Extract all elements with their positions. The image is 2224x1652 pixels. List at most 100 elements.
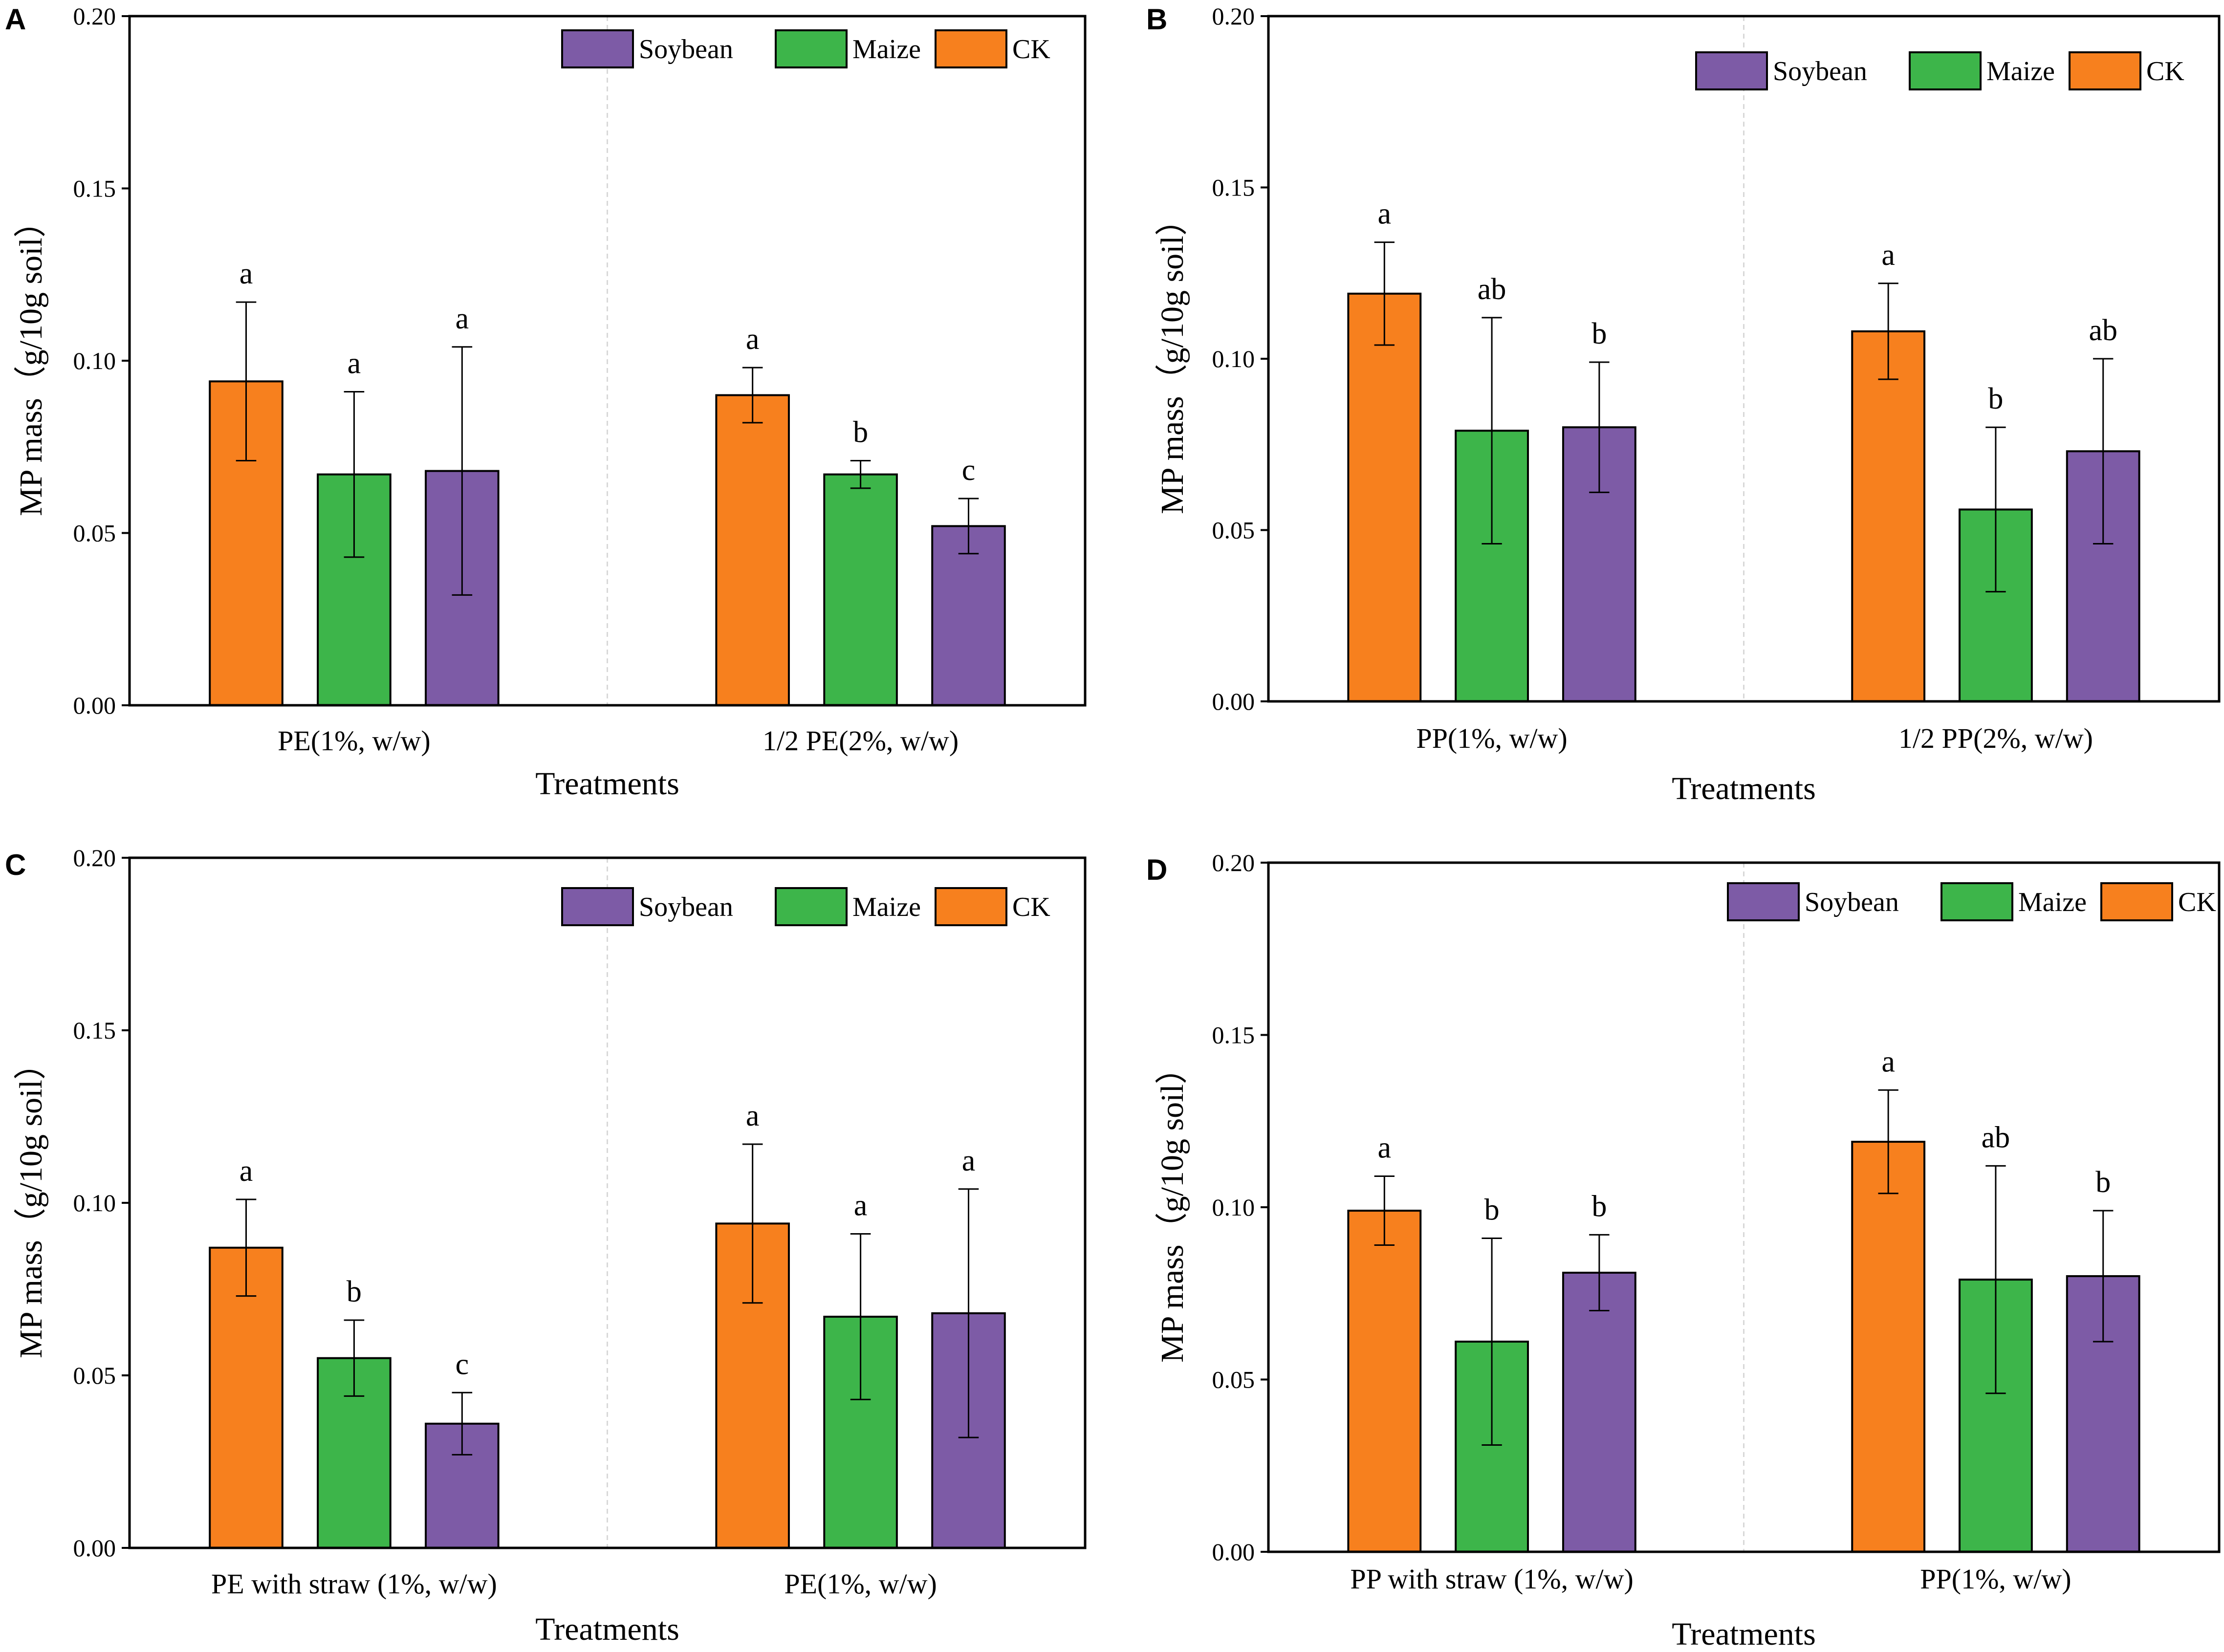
bar-ck: [209, 1246, 283, 1549]
significance-letter: c: [962, 454, 976, 487]
y-tick-label: 0.15: [1212, 1022, 1255, 1049]
x-category-label: PP(1%, w/w): [1416, 722, 1567, 754]
legend-label: Soybean: [639, 892, 733, 922]
y-tick-label: 0.20: [1212, 849, 1255, 876]
bar-maize: [1959, 1279, 2033, 1553]
y-tick-label: 0.15: [73, 1017, 116, 1044]
y-axis-title: MP mass（g/10g soil）: [1155, 203, 1190, 514]
y-tick-label: 0.20: [1212, 2, 1255, 30]
y-axis-title: MP mass（g/10g soil）: [13, 205, 49, 516]
legend-swatch-ck: [935, 887, 1007, 926]
panel-label: C: [5, 848, 26, 881]
panel-b: B 0.00 0.05 0.10 0.15 0.20 MP mass（g/10g soil）…: [1146, 2, 2221, 806]
x-category-label: PE with straw (1%, w/w): [211, 1568, 497, 1600]
legend-label: Maize: [2018, 887, 2087, 917]
significance-letter: ab: [2089, 314, 2117, 347]
significance-letter: b: [853, 415, 868, 449]
bar-maize: [823, 473, 898, 707]
y-tick-label: 0.15: [1212, 174, 1255, 201]
x-axis-title: Treatments: [535, 766, 679, 802]
significance-letter: a: [746, 323, 760, 356]
y-tick-label: 0.10: [1212, 1194, 1255, 1221]
panel-label: A: [5, 3, 26, 36]
significance-letter: b: [1592, 317, 1607, 350]
legend-swatch-ck: [935, 29, 1007, 68]
y-tick-label: 0.00: [1212, 688, 1255, 715]
legend-swatch-maize: [1909, 51, 1982, 90]
legend: Soybean Maize CK: [1695, 51, 2184, 90]
significance-letter: b: [1988, 382, 2003, 415]
plot-frame: [128, 15, 1087, 707]
legend-label: Soybean: [1805, 887, 1899, 917]
legend-label: CK: [2178, 887, 2216, 917]
legend-swatch-maize: [775, 887, 848, 926]
legend-swatch-soybean: [561, 887, 634, 926]
y-tick-label: 0.05: [1212, 1366, 1255, 1393]
significance-letter: a: [1881, 239, 1895, 272]
y-tick-label: 0.10: [1212, 345, 1255, 372]
significance-letter: a: [348, 347, 361, 380]
panel-d: D 0.00 0.05 0.10 0.15 0.20 MP mass（g/10g soil）…: [1146, 849, 2221, 1652]
y-tick-label: 0.10: [73, 1189, 116, 1217]
bar-soybean: [1562, 1271, 1636, 1553]
significance-letter: a: [456, 302, 469, 335]
legend-label: Soybean: [1773, 56, 1867, 87]
plot-frame: [128, 856, 1087, 1549]
significance-letter: b: [1592, 1190, 1607, 1223]
x-category-label: PE(1%, w/w): [278, 725, 431, 757]
legend-swatch-maize: [775, 29, 848, 68]
significance-letter: b: [1484, 1193, 1500, 1226]
legend: Soybean Maize CK: [1727, 882, 2216, 921]
y-tick-label: 0.05: [73, 520, 116, 547]
significance-letter: ab: [1478, 273, 1506, 306]
significance-letter: a: [854, 1189, 868, 1222]
bar-ck: [1851, 330, 1926, 702]
bar-ck: [715, 394, 790, 706]
legend-swatch-ck: [2069, 51, 2141, 90]
x-category-label: PE(1%, w/w): [784, 1568, 937, 1600]
panel-a: A 0.00 0.05 0.10 0.15 0.20 MP mass（g/10g soil）…: [5, 2, 1087, 802]
bar-ck: [1347, 1210, 1422, 1553]
significance-letter: a: [962, 1144, 976, 1177]
significance-letter: a: [746, 1099, 760, 1132]
y-axis-title: MP mass（g/10g soil）: [1155, 1052, 1190, 1363]
y-tick-label: 0.15: [73, 175, 116, 202]
legend-label: Maize: [852, 34, 921, 65]
panel-label: D: [1146, 853, 1167, 886]
panel-label: B: [1146, 3, 1167, 36]
legend: Soybean Maize CK: [561, 29, 1050, 68]
x-category-label: 1/2 PE(2%, w/w): [763, 725, 959, 757]
legend-label: Soybean: [639, 34, 733, 65]
panel-c: C 0.00 0.05 0.10 0.15 0.20 MP mass（g/10g soil）…: [5, 844, 1087, 1647]
x-category-label: PP with straw (1%, w/w): [1350, 1563, 1633, 1595]
plot-frame: [1267, 861, 2221, 1553]
y-tick-label: 0.00: [1212, 1538, 1255, 1565]
x-axis-title: Treatments: [535, 1611, 679, 1647]
legend-label: Maize: [852, 892, 921, 922]
significance-letter: a: [240, 257, 253, 290]
bar-ck: [1347, 292, 1422, 702]
significance-letter: a: [1378, 197, 1392, 231]
legend-label: CK: [1012, 892, 1050, 922]
bar-ck: [1851, 1141, 1926, 1553]
y-tick-label: 0.00: [73, 1534, 116, 1562]
y-tick-label: 0.20: [73, 2, 116, 30]
significance-letter: ab: [1982, 1121, 2010, 1154]
significance-letter: b: [2095, 1166, 2111, 1199]
significance-letter: a: [1378, 1131, 1392, 1165]
x-category-label: PP(1%, w/w): [1920, 1563, 2071, 1595]
legend-label: CK: [1012, 34, 1050, 65]
legend-swatch-maize: [1941, 882, 2013, 921]
significance-letter: b: [347, 1275, 362, 1308]
legend-swatch-soybean: [1727, 882, 1800, 921]
legend-label: CK: [2146, 56, 2184, 87]
y-tick-label: 0.05: [1212, 517, 1255, 544]
x-axis-title: Treatments: [1672, 771, 1816, 806]
significance-letter: c: [456, 1348, 469, 1381]
legend-swatch-soybean: [561, 29, 634, 68]
y-tick-label: 0.05: [73, 1362, 116, 1389]
legend-swatch-ck: [2100, 882, 2173, 921]
significance-letter: a: [1881, 1045, 1895, 1078]
